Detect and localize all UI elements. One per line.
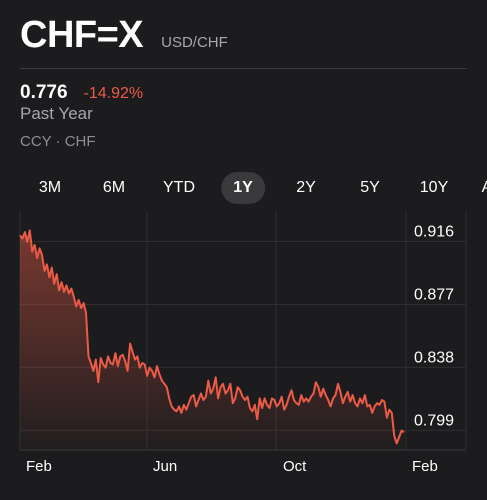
y-tick-label: 0.877 [414,287,454,304]
price-chart[interactable]: 0.916 0.877 0.838 0.799 Feb Jun Oct Feb [0,212,487,500]
header: CHF=X USD/CHF [20,14,228,57]
range-tabs: 3M 6M YTD 1Y 2Y 5Y 10Y A [0,164,487,210]
price-area-fill [20,230,404,450]
tab-2y[interactable]: 2Y [296,179,316,196]
tab-6m[interactable]: 6M [102,179,126,196]
tab-3m[interactable]: 3M [38,179,62,196]
y-tick-label: 0.838 [414,349,454,366]
period-label: Past Year [20,104,93,123]
y-tick-label: 0.916 [414,224,454,241]
tab-5y[interactable]: 5Y [360,179,380,196]
x-tick-label: Jun [153,458,177,475]
x-tick-label: Feb [26,458,52,475]
current-price: 0.776 [20,82,68,103]
currency-pair: USD/CHF [161,34,228,51]
x-tick-label: Oct [283,458,307,475]
x-tick-label: Feb [412,458,438,475]
quote-row: 0.776 -14.92% [20,82,143,104]
y-axis-labels: 0.916 0.877 0.838 0.799 [414,224,454,430]
x-axis-labels: Feb Jun Oct Feb [26,458,438,475]
price-change: -14.92% [83,85,144,102]
divider [20,68,467,69]
y-tick-label: 0.799 [414,412,454,429]
tab-ytd[interactable]: YTD [163,179,195,196]
price-line [19,229,405,445]
ticker-symbol: CHF=X [20,14,144,56]
tab-1y[interactable]: 1Y [221,172,265,204]
tab-10y[interactable]: 10Y [419,179,449,196]
tab-all[interactable]: A [481,179,487,196]
currency-meta: CCY · CHF [20,133,96,150]
